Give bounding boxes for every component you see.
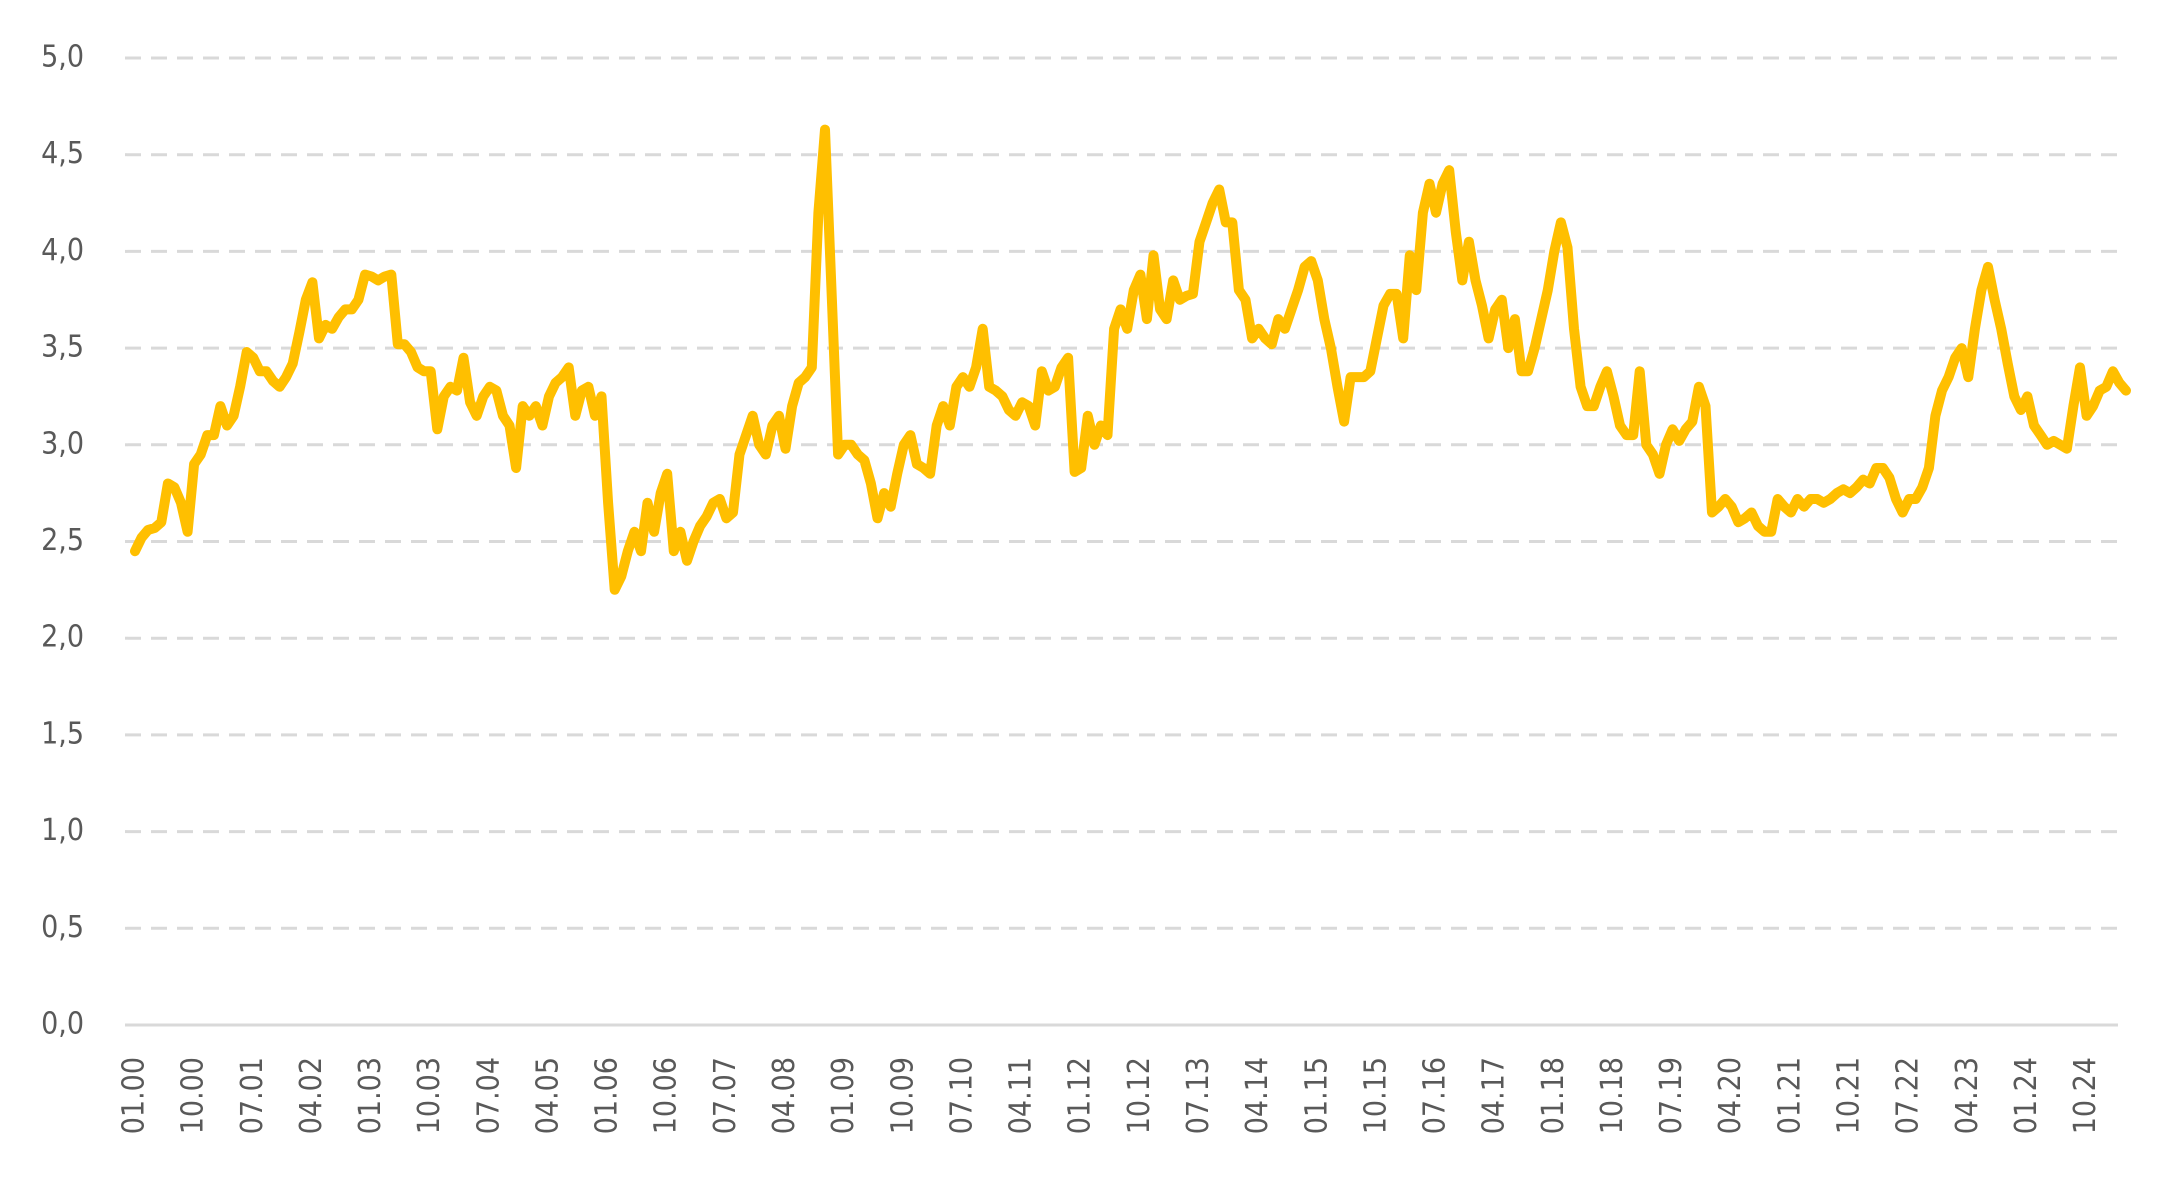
x-tick-label: 04.20 [1713, 1057, 1748, 1134]
x-tick-label: 10.03 [412, 1057, 447, 1134]
x-tick-label: 10.00 [176, 1057, 211, 1134]
y-tick-label: 1,0 [41, 813, 84, 848]
x-tick-label: 07.10 [944, 1057, 979, 1134]
y-tick-label: 2,0 [41, 620, 84, 655]
x-tick-label: 04.23 [1950, 1057, 1985, 1134]
x-tick-label: 01.06 [590, 1057, 625, 1134]
x-tick-label: 10.09 [885, 1057, 920, 1134]
x-tick-label: 04.17 [1477, 1057, 1512, 1134]
x-tick-label: 01.24 [2009, 1057, 2044, 1134]
y-tick-label: 1,5 [41, 716, 84, 751]
y-tick-label: 0,0 [41, 1007, 84, 1042]
x-tick-label: 01.03 [353, 1057, 388, 1134]
y-tick-label: 0,5 [41, 910, 84, 945]
x-tick-label: 01.21 [1772, 1057, 1807, 1134]
x-tick-label: 07.22 [1891, 1057, 1926, 1134]
x-tick-label: 04.05 [530, 1057, 565, 1134]
data-line [130, 124, 2131, 595]
x-tick-label: 10.12 [1122, 1057, 1157, 1134]
x-tick-label: 07.19 [1654, 1057, 1689, 1134]
y-tick-label: 5,0 [41, 40, 84, 75]
x-tick-label: 10.24 [2068, 1057, 2103, 1134]
y-tick-label: 4,0 [41, 233, 84, 268]
y-tick-label: 3,0 [41, 426, 84, 461]
x-tick-label: 07.13 [1181, 1057, 1216, 1134]
x-tick-label: 01.00 [117, 1057, 152, 1134]
x-tick-label: 07.07 [708, 1057, 743, 1134]
x-tick-label: 04.11 [1004, 1057, 1039, 1134]
x-tick-label: 01.09 [826, 1057, 861, 1134]
x-tick-label: 04.02 [294, 1057, 329, 1134]
y-tick-label: 3,5 [41, 330, 84, 365]
y-tick-label: 2,5 [41, 523, 84, 558]
x-tick-label: 07.04 [471, 1057, 506, 1134]
x-tick-label: 04.08 [767, 1057, 802, 1134]
x-tick-label: 01.15 [1299, 1057, 1334, 1134]
x-tick-label: 10.06 [649, 1057, 684, 1134]
y-tick-label: 4,5 [41, 136, 84, 171]
x-tick-label: 10.15 [1358, 1057, 1393, 1134]
x-tick-label: 04.14 [1240, 1057, 1275, 1134]
x-tick-label: 01.18 [1536, 1057, 1571, 1134]
x-tick-label: 01.12 [1063, 1057, 1098, 1134]
x-tick-label: 10.21 [1832, 1057, 1867, 1134]
x-tick-label: 10.18 [1595, 1057, 1630, 1134]
x-tick-label: 07.16 [1418, 1057, 1453, 1134]
x-tick-label: 07.01 [235, 1057, 270, 1134]
